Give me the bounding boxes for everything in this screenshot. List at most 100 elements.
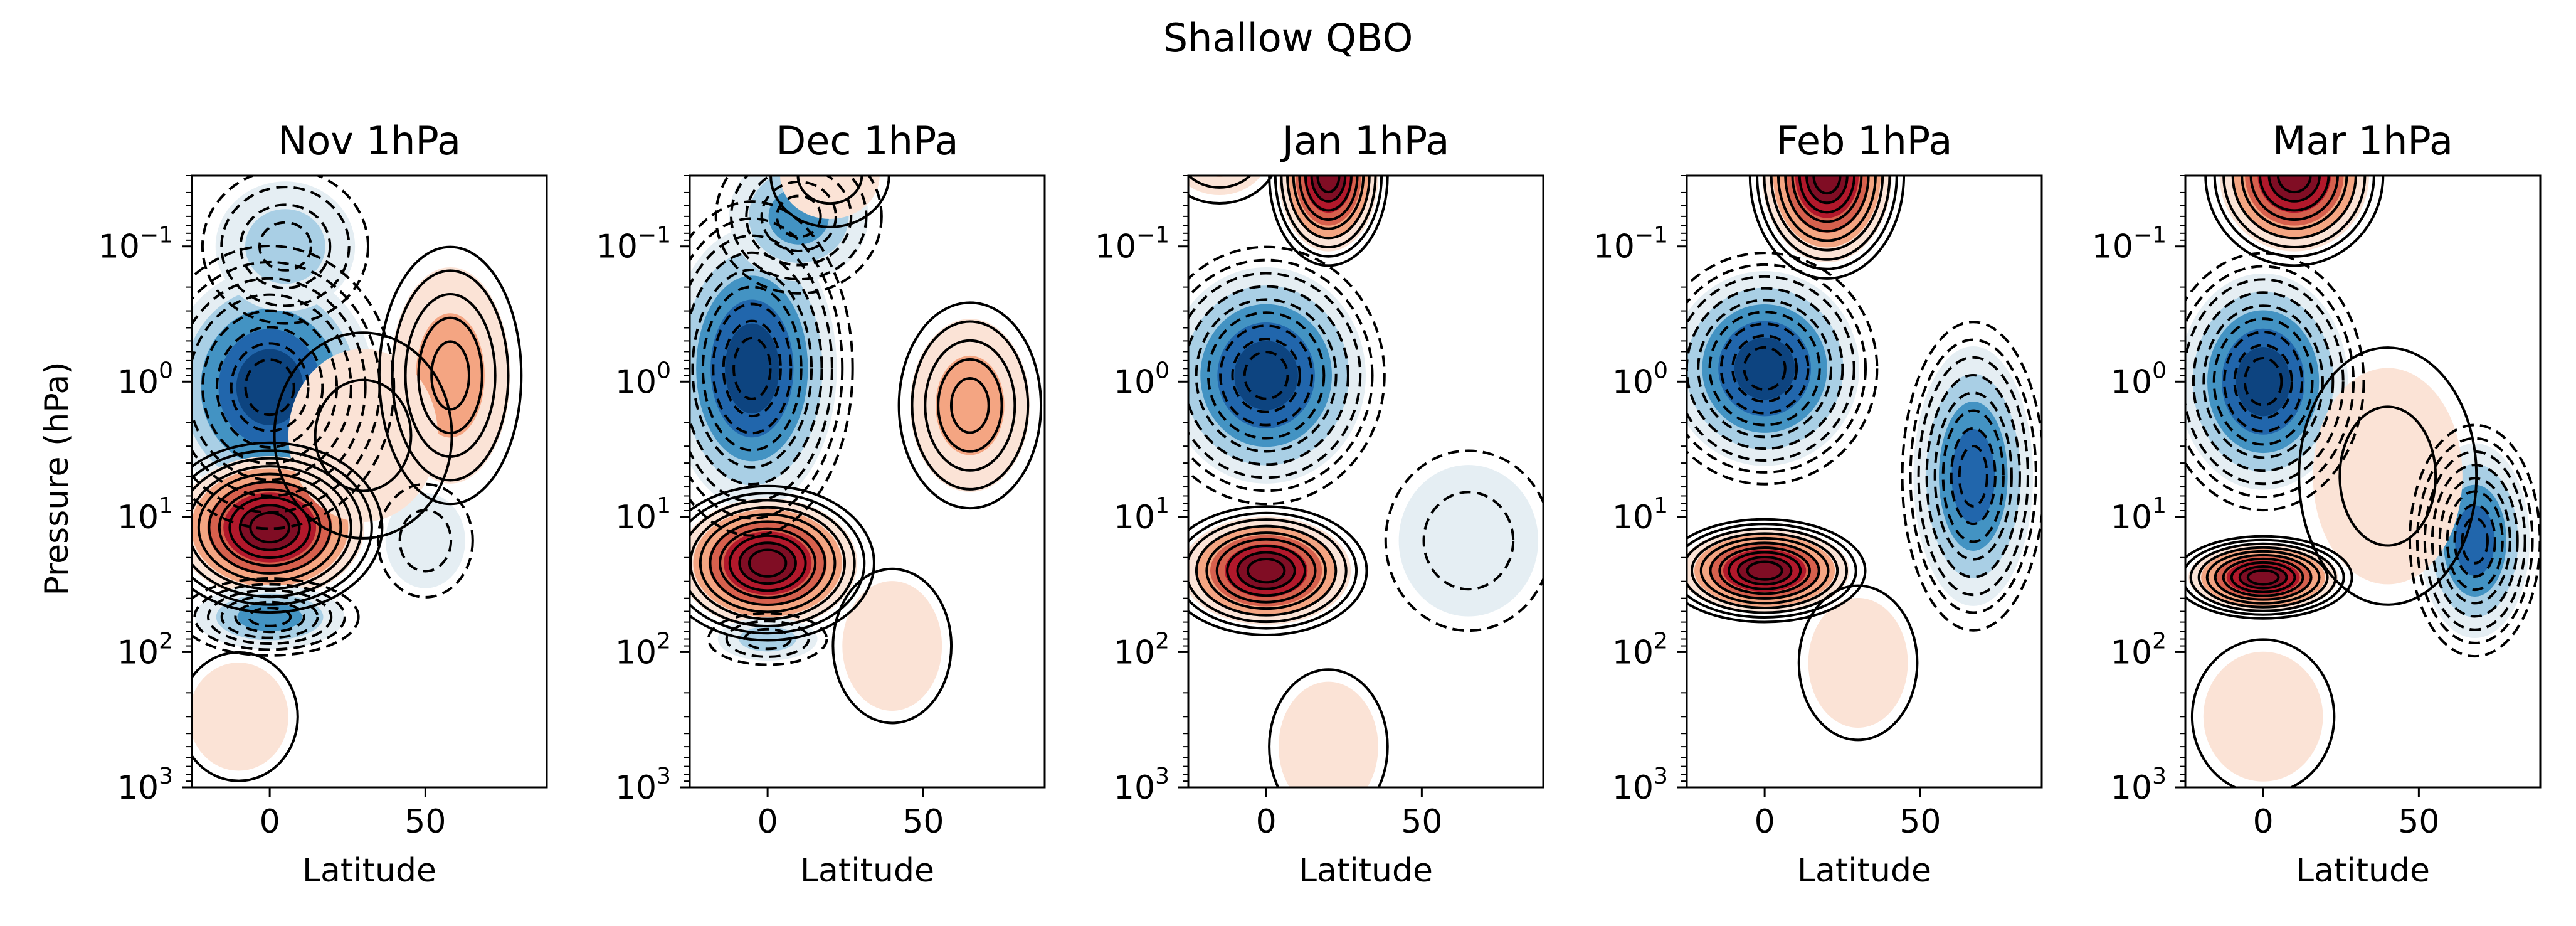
contour-line bbox=[2212, 317, 2314, 446]
panel-title: Dec 1hPa bbox=[776, 118, 958, 164]
contour-line bbox=[192, 277, 367, 498]
contour-line bbox=[208, 480, 332, 575]
contour-line bbox=[709, 520, 826, 607]
contour-lines bbox=[1188, 176, 1274, 205]
contour-line bbox=[1925, 373, 2021, 578]
contour-line bbox=[2222, 176, 2367, 249]
contour-line bbox=[1226, 545, 1307, 597]
contour-line bbox=[2189, 542, 2337, 612]
contour-lines bbox=[690, 200, 854, 537]
y-tick-label: 102 bbox=[1612, 628, 1668, 671]
contour-line bbox=[2415, 437, 2534, 644]
shade-level bbox=[385, 492, 465, 588]
y-tick-label: 103 bbox=[1114, 764, 1169, 807]
contour-line bbox=[1243, 351, 1289, 400]
y-tick-label: 100 bbox=[117, 358, 173, 401]
contour-line bbox=[2205, 550, 2321, 605]
contour-line bbox=[1188, 176, 1274, 205]
y-tick-label: 102 bbox=[2111, 628, 2167, 671]
contour-line bbox=[201, 176, 369, 325]
contour-line bbox=[769, 176, 890, 228]
contour-line bbox=[244, 358, 295, 417]
contour-line bbox=[690, 200, 854, 537]
contour-field bbox=[690, 176, 1043, 725]
contour-line bbox=[192, 651, 299, 782]
contour-line bbox=[2197, 546, 2329, 609]
contour-line bbox=[1188, 258, 1374, 492]
contour-line bbox=[924, 339, 1016, 472]
shade-level bbox=[2203, 651, 2323, 782]
contour-line bbox=[1215, 538, 1317, 604]
contour-lines bbox=[831, 567, 953, 725]
contour-lines bbox=[1687, 518, 1867, 624]
contour-lines bbox=[1687, 252, 1879, 486]
contour-line bbox=[2246, 568, 2280, 586]
anomaly-negative bbox=[194, 584, 345, 650]
shade-level bbox=[1806, 176, 1848, 204]
contour-lines bbox=[769, 176, 890, 228]
y-tick-label: 103 bbox=[117, 764, 173, 807]
contour-line bbox=[2185, 535, 2353, 620]
contour-line bbox=[831, 567, 953, 725]
contour-line bbox=[2231, 176, 2357, 240]
axes-frame bbox=[2184, 174, 2542, 789]
contour-line bbox=[1206, 311, 1326, 440]
contour-line bbox=[690, 499, 856, 627]
contour-line bbox=[193, 583, 346, 651]
y-tick-label: 10−1 bbox=[596, 223, 671, 266]
contour-line bbox=[1719, 322, 1810, 415]
contour-line bbox=[273, 331, 453, 540]
anomaly-positive bbox=[780, 176, 880, 219]
contour-line bbox=[258, 221, 312, 272]
contour-line bbox=[714, 176, 883, 295]
panel-title: Mar 1hPa bbox=[2272, 118, 2453, 164]
contour-lines bbox=[1901, 321, 2042, 632]
contour-line bbox=[2238, 565, 2288, 590]
anomaly-positive bbox=[690, 498, 858, 629]
contour-lines bbox=[2298, 346, 2478, 606]
shade-level bbox=[1312, 176, 1344, 200]
contour-line bbox=[1812, 176, 1842, 195]
contour-line bbox=[1316, 176, 1341, 194]
contour-lines bbox=[192, 441, 384, 614]
contour-line bbox=[1901, 321, 2042, 632]
contour-line bbox=[2461, 516, 2489, 565]
contour-lines bbox=[1188, 505, 1368, 637]
contour-line bbox=[2259, 176, 2330, 212]
contour-line bbox=[197, 472, 342, 583]
contour-lines bbox=[1797, 584, 1919, 742]
contour-line bbox=[1917, 356, 2029, 597]
contour-line bbox=[1219, 324, 1314, 427]
contour-line bbox=[728, 534, 807, 592]
panel-1: Nov 1hPa 0 50 Latitude 10−1 100 101 102 103 bbox=[98, 118, 548, 890]
contour-line bbox=[1736, 556, 1793, 586]
contour-line bbox=[690, 484, 875, 642]
contour-line bbox=[1941, 409, 2005, 543]
y-tick-label: 103 bbox=[615, 764, 671, 807]
contour-field bbox=[2185, 176, 2540, 787]
contour-line bbox=[1246, 557, 1286, 584]
contour-line bbox=[2190, 638, 2336, 787]
contour-line bbox=[2438, 477, 2511, 605]
contour-line bbox=[1304, 176, 1353, 212]
x-tick-label: 50 bbox=[2398, 803, 2439, 841]
contour-line bbox=[377, 245, 523, 506]
shade-level bbox=[1951, 428, 1995, 523]
panel-4: Feb 1hPa 0 50 Latitude 10−1 100 101 102 103 bbox=[1593, 118, 2043, 890]
contour-line bbox=[1292, 176, 1365, 230]
panel-title: Feb 1hPa bbox=[1776, 118, 1953, 164]
y-tick-label: 100 bbox=[1114, 358, 1169, 401]
y-tick-label: 101 bbox=[615, 493, 671, 536]
y-tick-label: 101 bbox=[1114, 493, 1169, 536]
shade-level bbox=[192, 663, 288, 771]
contour-line bbox=[1763, 176, 1891, 261]
contour-line bbox=[690, 217, 844, 520]
contour-line bbox=[1697, 299, 1833, 439]
contour-line bbox=[738, 541, 797, 585]
contour-line bbox=[743, 627, 792, 651]
contour-line bbox=[949, 376, 990, 434]
contour-line bbox=[1784, 176, 1870, 233]
anomaly-positive bbox=[910, 319, 1030, 492]
contour-line bbox=[1909, 338, 2037, 614]
